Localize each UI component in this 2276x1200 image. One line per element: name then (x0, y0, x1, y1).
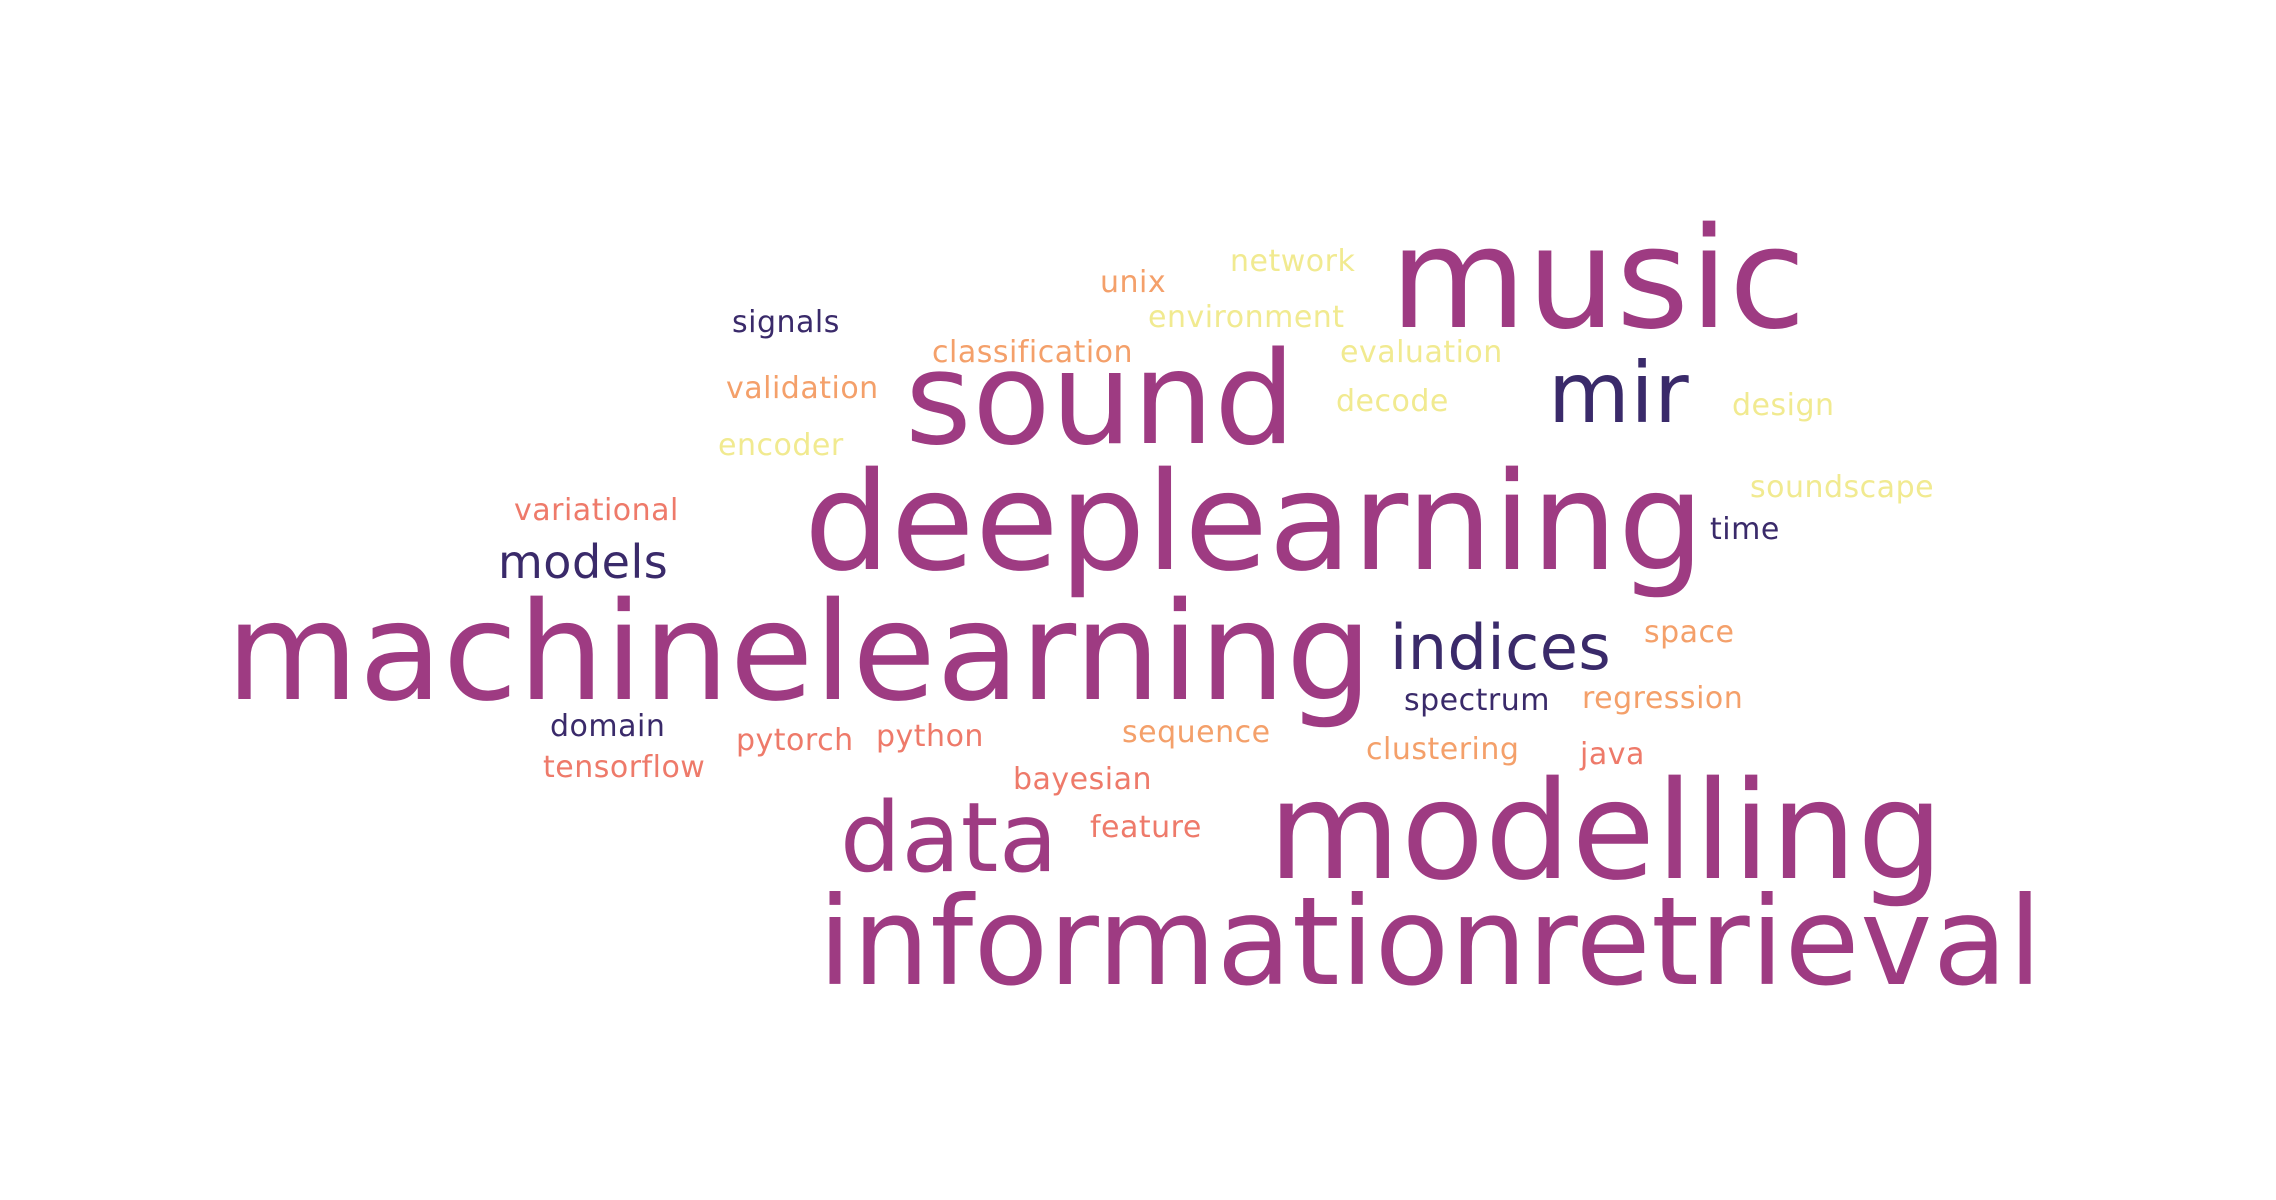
word-environment: environment (1148, 300, 1345, 335)
word-variational: variational (514, 493, 679, 528)
word-regression: regression (1582, 681, 1744, 716)
word-spectrum: spectrum (1404, 683, 1550, 718)
word-sound: sound (905, 325, 1296, 474)
word-indices: indices (1390, 611, 1612, 684)
word-informationretrieval: informationretrieval (818, 871, 2043, 1013)
word-tensorflow: tensorflow (543, 750, 706, 785)
word-evaluation: evaluation (1340, 335, 1503, 370)
word-python: python (876, 719, 984, 754)
word-data: data (840, 782, 1059, 894)
word-java: java (1580, 737, 1645, 772)
word-models: models (498, 535, 669, 589)
word-design: design (1732, 388, 1835, 423)
word-domain: domain (550, 709, 666, 744)
word-space: space (1644, 615, 1735, 650)
word-machinelearning: machinelearning (226, 574, 1373, 732)
word-soundscape: soundscape (1750, 470, 1935, 505)
word-mir: mir (1548, 344, 1690, 442)
word-pytorch: pytorch (736, 723, 854, 758)
word-network: network (1230, 244, 1356, 279)
word-clustering: clustering (1366, 732, 1520, 767)
word-encoder: encoder (718, 428, 844, 463)
word-sequence: sequence (1122, 715, 1271, 750)
word-music: music (1390, 198, 1807, 361)
word-decode: decode (1336, 384, 1449, 419)
word-bayesian: bayesian (1013, 762, 1152, 797)
word-signals: signals (732, 305, 840, 340)
word-modelling: modelling (1268, 753, 1945, 911)
word-unix: unix (1100, 265, 1167, 300)
word-time: time (1710, 512, 1780, 547)
word-deeplearning: deeplearning (804, 444, 1705, 602)
word-validation: validation (726, 371, 879, 406)
word-classification: classification (932, 335, 1134, 370)
word-feature: feature (1090, 810, 1202, 845)
